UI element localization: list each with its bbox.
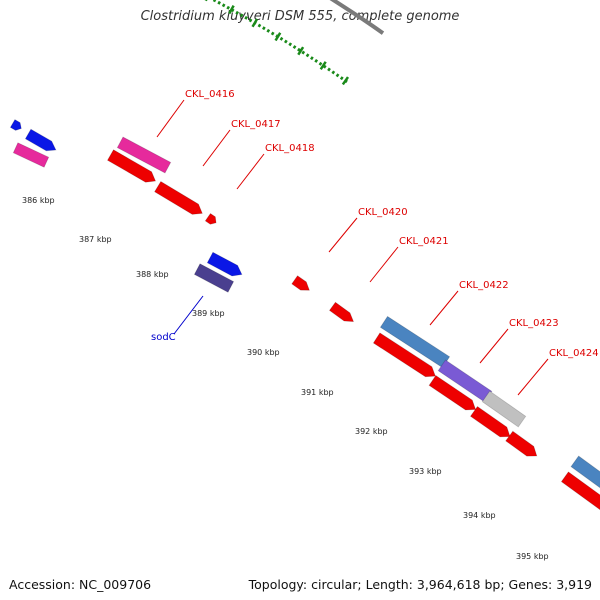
kbp-tick-label: 387 kbp (79, 235, 112, 244)
feature-track[interactable] (9, 119, 600, 514)
inner-tick-dot (221, 3, 226, 8)
gene-feature-steelblue[interactable] (570, 455, 600, 496)
inner-tick-dot (217, 0, 221, 5)
gene-label[interactable]: sodC (151, 332, 176, 343)
kbp-tick-label: 390 kbp (247, 348, 280, 357)
gene-feature-blue[interactable] (206, 251, 243, 277)
gene-feature-cds[interactable] (505, 430, 538, 457)
leader-line (517, 358, 549, 396)
inner-tick-dot (279, 36, 284, 41)
inner-tick-dot (244, 15, 248, 20)
inner-tick-dot (212, 0, 217, 3)
gene-feature-cds[interactable] (154, 180, 203, 215)
inner-tick-dot (262, 26, 266, 31)
inner-tick-dot (297, 47, 301, 52)
inner-tick-major (341, 76, 350, 86)
inner-tick-major (319, 61, 327, 71)
gene-feature-blue[interactable] (9, 119, 22, 131)
leader-line (236, 153, 265, 190)
inner-tick-dot (301, 50, 306, 55)
inner-tick-dot (266, 28, 271, 33)
inner-tick-major (251, 18, 259, 28)
inner-tick-major (204, 0, 208, 2)
gene-label[interactable]: CKL_0421 (399, 236, 449, 247)
inner-tick-dot (235, 10, 239, 15)
gene-label[interactable]: CKL_0416 (185, 89, 235, 100)
genome-backbone (329, 0, 385, 35)
kbp-tick-label: 389 kbp (192, 309, 225, 318)
inner-tick-dot (318, 61, 323, 66)
gene-label[interactable]: CKL_0424 (549, 348, 599, 359)
kbp-tick-label: 386 kbp (22, 196, 55, 205)
kbp-tick-label: 395 kbp (516, 552, 549, 561)
gene-label[interactable]: CKL_0423 (509, 318, 559, 329)
inner-tick-dot (230, 8, 235, 13)
inner-tick-dot (239, 13, 244, 18)
inner-tick-dot (257, 23, 262, 28)
leader-line (429, 290, 459, 326)
gene-feature-cds[interactable] (372, 332, 436, 378)
backbone-track (329, 0, 385, 35)
inner-tick-dot (226, 5, 230, 10)
kbp-tick-label: 391 kbp (301, 388, 334, 397)
gene-feature-blue[interactable] (24, 128, 57, 152)
gene-label[interactable]: CKL_0418 (265, 143, 315, 154)
inner-tick-major (228, 5, 235, 15)
gene-feature-magenta[interactable] (116, 136, 172, 174)
leader-line (369, 246, 399, 283)
gene-feature-magenta[interactable] (12, 142, 50, 168)
gene-label[interactable]: CKL_0420 (358, 207, 408, 218)
inner-tick-dot (310, 56, 314, 61)
gene-label[interactable]: CKL_0422 (459, 280, 509, 291)
inner-tick-dot (270, 31, 275, 36)
gene-feature-cds[interactable] (328, 301, 355, 323)
inner-tick-dot (331, 70, 336, 75)
gene-feature-cds[interactable] (106, 149, 157, 183)
gene-feature-cds[interactable] (291, 275, 310, 291)
kbp-tick-labels: 386 kbp 387 kbp 388 kbp 389 kbp 390 kbp 391 k… (22, 196, 549, 561)
inner-tick-major (297, 46, 305, 56)
inner-tick-dot (322, 64, 327, 69)
leader-line (173, 295, 204, 335)
leader-line (202, 129, 231, 167)
leader-line (479, 328, 509, 364)
gene-label-layer: CKL_0416 CKL_0417 CKL_0418 CKL_0420 CKL_0421… (151, 89, 599, 396)
kbp-tick-label: 393 kbp (409, 467, 442, 476)
tick-dot-tracks (204, 0, 350, 86)
gene-feature-grey[interactable] (481, 390, 527, 428)
leader-line (328, 217, 358, 253)
inner-tick-major (274, 32, 282, 42)
inner-tick-dot (284, 39, 288, 44)
map-title: Clostridium kluyveri DSM 555, complete g… (140, 9, 460, 24)
accession-text: Accession: NC_009706 (9, 577, 152, 592)
inner-tick-dot (305, 53, 310, 58)
inner-tick-dot (248, 18, 253, 23)
kbp-tick-label: 392 kbp (355, 427, 388, 436)
gene-feature-cds[interactable] (204, 212, 217, 225)
inner-tick-dot (339, 76, 344, 81)
topology-text: Topology: circular; Length: 3,964,618 bp… (248, 577, 592, 592)
gene-label[interactable]: CKL_0417 (231, 119, 281, 130)
kbp-tick-label: 388 kbp (136, 270, 169, 279)
inner-tick-dot (327, 67, 331, 72)
kbp-tick-label: 394 kbp (463, 511, 496, 520)
leader-line (156, 99, 185, 138)
inner-tick-dot (292, 45, 297, 49)
gene-feature-cds[interactable] (560, 471, 600, 514)
inner-tick-dot (335, 73, 340, 78)
gene-feature-cds[interactable] (428, 374, 477, 411)
inner-tick-dot (288, 42, 293, 47)
inner-tick-dot (314, 59, 319, 63)
gene-feature-sodc[interactable] (193, 263, 235, 293)
gene-feature-cds[interactable] (469, 405, 511, 438)
